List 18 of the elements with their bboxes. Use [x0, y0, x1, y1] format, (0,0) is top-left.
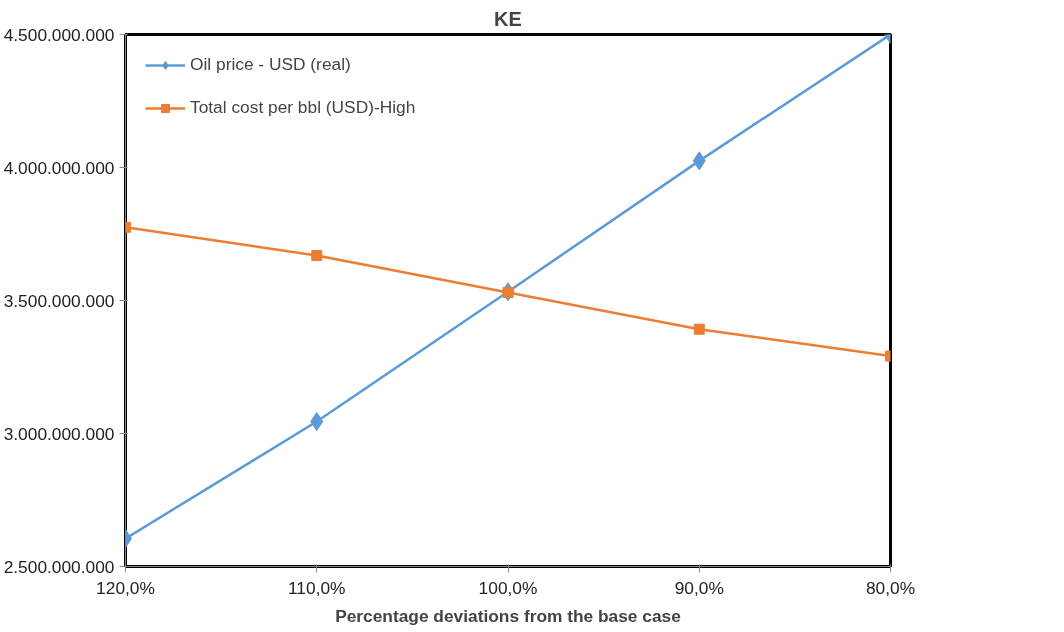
- point: [692, 151, 706, 171]
- x-tick-label: 90,0%: [674, 577, 724, 598]
- y-tick-label: 3.500.000.000: [3, 290, 115, 311]
- x-tick-label: 100,0%: [478, 577, 538, 598]
- x-tick-label: 120,0%: [96, 577, 155, 598]
- point: [310, 412, 324, 432]
- legend-label: Oil price - USD (real): [190, 54, 351, 75]
- legend-label: Total cost per bbl (USD)-High: [190, 97, 416, 118]
- point: [311, 250, 323, 262]
- x-tick-label: 110,0%: [288, 577, 346, 598]
- x-tick-label: 80,0%: [865, 577, 916, 598]
- y-tick-label: 2.500.000.000: [3, 556, 115, 577]
- y-tick-label: 3.000.000.000: [3, 423, 115, 444]
- x-axis-title: Percentage deviations from the base case: [335, 605, 682, 626]
- point: [693, 323, 705, 335]
- y-tick-label: 4.500.000.000: [3, 24, 115, 45]
- chart-title: KE: [494, 7, 522, 30]
- y-tick-label: 4.000.000.000: [3, 157, 115, 178]
